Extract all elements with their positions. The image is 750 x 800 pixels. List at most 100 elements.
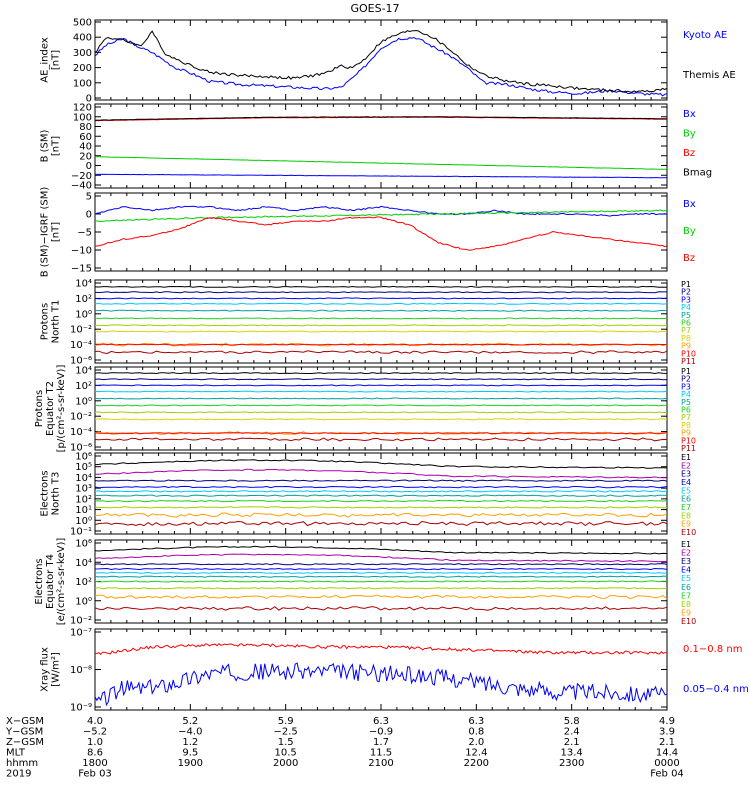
xlegend-value: 2.1 <box>659 737 675 748</box>
xlegend-value: −5.2 <box>83 727 107 738</box>
y-tick-label: 10⁰ <box>75 516 92 527</box>
y-axis-label: Electrons <box>34 558 45 604</box>
legend-entry: E6 <box>681 583 691 592</box>
panel-xray: 10⁻⁷ 10⁻⁸ 10⁻⁹ Xray flux [W/m²] 0.1−0.8 nm 0.0… <box>40 628 749 714</box>
legend-entry: P10 <box>681 436 696 445</box>
y-tick-label: 500 <box>73 18 92 29</box>
legend-entry: E2 <box>681 549 691 558</box>
y-axis-label: [W/m²] <box>51 652 62 687</box>
xlegend-value: −4.0 <box>178 727 202 738</box>
y-tick-label: 10⁻⁹ <box>70 703 92 714</box>
y-tick-label: 300 <box>73 48 92 59</box>
y-axis-label: Equator T2 <box>45 381 56 436</box>
legend-entry: P11 <box>681 444 696 453</box>
legend-entry: E5 <box>681 574 691 583</box>
panel-eequator: 10⁶ 10⁴ 10² 10⁰ 10⁻² Electrons Equator T4 [e/(c… <box>34 538 696 627</box>
y-tick-label: 40 <box>79 142 92 153</box>
series-line <box>94 29 668 93</box>
y-tick-label: 20 <box>79 151 92 162</box>
y-tick-label: 10⁻⁶ <box>70 356 92 367</box>
y-tick-label: 10⁻⁴ <box>70 427 92 438</box>
series-line-E7 <box>94 580 668 583</box>
legend-entry: P4 <box>681 390 691 399</box>
x-axis-legend: X−GSM 4.0 5.2 5.9 6.3 6.3 5.8 4.9 Y−GSM −5.2 −4.0 −… <box>5 716 684 780</box>
legend-entry: E8 <box>681 511 691 520</box>
y-tick-label: 10⁰ <box>75 309 92 320</box>
legend-entry: E7 <box>681 591 691 600</box>
series-line-E2 <box>94 553 668 563</box>
series-line-E3 <box>94 479 668 482</box>
series-line-E4 <box>94 485 668 489</box>
series-line-P2 <box>94 291 667 294</box>
legend-entry: E4 <box>681 478 691 487</box>
series-line-P11 <box>94 437 668 442</box>
xlegend-value: 2.0 <box>468 737 484 748</box>
xlegend-row-label: Y−GSM <box>5 727 43 738</box>
y-tick-label: 10⁶ <box>75 539 92 550</box>
legend-entry: P6 <box>681 406 691 415</box>
series-line <box>94 209 668 223</box>
series-line-E10 <box>94 606 668 611</box>
legend-entry: E2 <box>681 461 691 470</box>
y-axis-label: North T1 <box>51 300 62 344</box>
series-line-P6 <box>94 404 668 407</box>
series-line-P1 <box>94 372 668 375</box>
legend-entry: E3 <box>681 557 691 566</box>
xlegend-value: 1.0 <box>87 737 103 748</box>
y-tick-label: −5 <box>77 228 92 239</box>
series-line-P5 <box>94 397 668 400</box>
legend-entry: By <box>683 226 696 237</box>
xlegend-value: 1.7 <box>373 737 389 748</box>
xlegend-row-label: hhmm <box>6 758 38 769</box>
series-line-E7 <box>94 499 668 503</box>
legend-entry: P9 <box>681 342 691 351</box>
series-line-P8 <box>94 330 668 333</box>
series-line-E6 <box>94 494 668 497</box>
xlegend-value: 1900 <box>178 758 203 769</box>
legend-entry: P3 <box>681 382 691 391</box>
legend-entry: E10 <box>681 528 696 537</box>
series-line-E3 <box>94 563 668 566</box>
y-axis-label: [nT] <box>51 136 62 156</box>
legend-entry: By <box>683 129 696 140</box>
legend-entry: Kyoto AE <box>683 30 727 41</box>
legend-entry: P5 <box>681 398 691 407</box>
series-line-P3 <box>94 384 668 387</box>
y-tick-label: 10⁻⁷ <box>70 628 92 639</box>
series-line-P1 <box>94 285 668 288</box>
y-tick-label: 10⁻² <box>70 412 92 423</box>
series-line-E2 <box>94 468 668 479</box>
y-tick-label: 100 <box>73 78 92 89</box>
y-tick-label: 10² <box>75 294 92 305</box>
y-tick-label: 10⁴ <box>75 558 92 569</box>
y-tick-label: 10² <box>75 577 92 588</box>
xlegend-value: 2100 <box>368 758 393 769</box>
legend-entry: E6 <box>681 495 691 504</box>
series-line <box>94 173 668 179</box>
xlegend-value: 2.4 <box>564 727 580 738</box>
legend-entry: E5 <box>681 486 691 495</box>
xlegend-value: 2.1 <box>564 737 580 748</box>
panel-ae: 500 400 300 200 100 0 AE_index [nT] Kyoto AE Them… <box>40 18 736 105</box>
y-tick-label: 0 <box>86 210 92 221</box>
xlegend-value: 5.2 <box>182 716 198 727</box>
y-tick-label: 10⁰ <box>75 596 92 607</box>
series-line-E10 <box>94 520 668 527</box>
series-line-P7 <box>94 324 667 327</box>
xlegend-row-label: Z−GSM <box>6 737 44 748</box>
xlegend-value: 9.5 <box>182 748 198 759</box>
y-tick-label: 10⁴ <box>75 366 92 377</box>
xlegend-value: 0000 <box>654 758 679 769</box>
y-axis-label: North T3 <box>51 472 62 516</box>
xlegend-value: −0.9 <box>369 727 393 738</box>
y-tick-label: 100 <box>73 112 92 123</box>
legend-entry: P8 <box>681 421 691 430</box>
panel-frame <box>94 192 668 272</box>
series-line <box>94 216 668 251</box>
y-axis-label: Electrons <box>40 470 51 516</box>
y-tick-label: 0 <box>86 161 92 172</box>
xlegend-value: 2000 <box>273 758 298 769</box>
